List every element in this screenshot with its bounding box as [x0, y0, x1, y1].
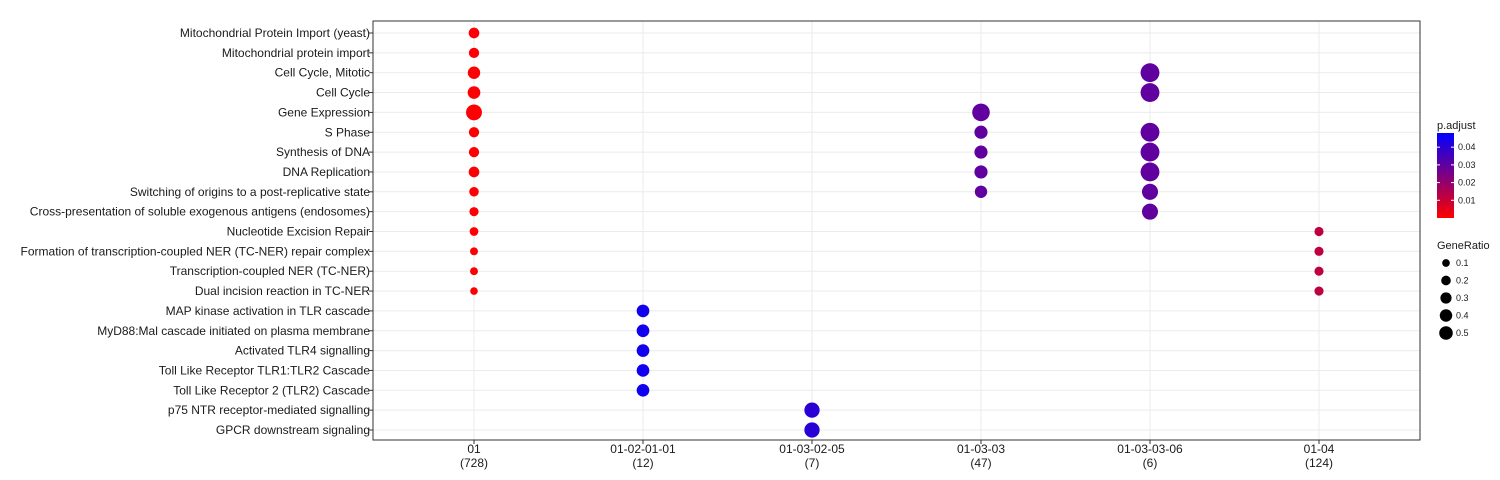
x-tick-label: 01-03-03-06 — [1117, 442, 1183, 456]
size-legend-title: GeneRatio — [1437, 240, 1490, 252]
size-legend-label: 0.3 — [1456, 293, 1469, 303]
y-axis-labels: Mitochondrial Protein Import (yeast) Mito… — [21, 26, 373, 437]
plot-panel-border — [372, 20, 1421, 441]
data-point — [468, 27, 480, 39]
size-legend-label: 0.5 — [1456, 328, 1469, 338]
y-tick-label: Cell Cycle — [316, 86, 370, 100]
x-tick-count-label: (12) — [632, 456, 653, 470]
data-point — [469, 187, 479, 197]
y-tick-label: Gene Expression — [278, 105, 370, 119]
y-tick-label: Formation of transcription-coupled NER (… — [21, 244, 370, 258]
x-tick-count-label: (7) — [805, 456, 820, 470]
y-tick-label: Transcription-coupled NER (TC-NER) — [170, 264, 370, 278]
data-point — [974, 185, 988, 198]
data-point — [468, 146, 480, 158]
x-tick-count-label: (728) — [460, 456, 488, 470]
x-tick-count-label: (47) — [970, 456, 991, 470]
y-tick-label: S Phase — [325, 125, 371, 139]
data-point — [636, 304, 650, 318]
size-legend-dot — [1441, 275, 1451, 286]
data-point — [468, 166, 480, 178]
x-tick-label: 01-04 — [1304, 442, 1335, 456]
size-legend-label: 0.4 — [1456, 311, 1469, 321]
data-point — [1140, 63, 1160, 83]
data-point — [1140, 83, 1160, 102]
data-point — [1141, 203, 1159, 220]
data-point — [804, 422, 820, 438]
data-point — [469, 207, 479, 217]
data-point — [1314, 286, 1324, 296]
x-axis-labels: 01(728) 01-02-01-01(12) 01-03-02-05(7) 01-0… — [460, 440, 1335, 470]
color-legend-tick-label: 0.04 — [1458, 142, 1476, 152]
y-tick-label: GPCR downstream signaling — [216, 423, 370, 437]
data-point — [468, 47, 480, 58]
data-point — [470, 247, 478, 256]
x-tick-count-label: (6) — [1143, 456, 1158, 470]
size-legend-dot — [1442, 259, 1450, 267]
data-point — [468, 127, 480, 138]
size-legend-dot — [1440, 292, 1452, 304]
data-point — [974, 125, 988, 139]
data-point — [470, 267, 478, 276]
size-legend-dot — [1439, 309, 1453, 322]
x-tick-count-label: (124) — [1305, 456, 1333, 470]
y-tick-label: Activated TLR4 signalling — [235, 344, 370, 358]
y-tick-label: Mitochondrial protein import — [222, 46, 371, 60]
color-legend-tick-label: 0.03 — [1458, 160, 1476, 170]
color-legend-bar — [1437, 133, 1454, 218]
color-legend-tick-label: 0.01 — [1458, 195, 1476, 205]
y-tick-label: Toll Like Receptor TLR1:TLR2 Cascade — [159, 363, 371, 377]
color-legend-tick-label: 0.02 — [1458, 178, 1476, 188]
data-point — [466, 104, 482, 121]
data-point — [972, 103, 990, 122]
y-tick-label: Cross-presentation of soluble exogenous … — [30, 205, 370, 219]
data-point — [974, 165, 988, 179]
y-tick-label: Synthesis of DNA — [276, 145, 370, 159]
y-tick-label: Toll Like Receptor 2 (TLR2) Cascade — [173, 383, 370, 397]
y-tick-label: Nucleotide Excision Repair — [227, 225, 370, 239]
data-point — [1140, 142, 1160, 162]
y-tick-label: DNA Replication — [283, 165, 370, 179]
data-point — [1314, 226, 1324, 237]
data-point — [636, 364, 650, 377]
size-legend-label: 0.2 — [1456, 276, 1469, 286]
y-tick-label: Cell Cycle, Mitotic — [275, 66, 370, 80]
data-point — [1314, 246, 1324, 256]
y-tick-label: MAP kinase activation in TLR cascade — [166, 304, 371, 318]
y-tick-label: MyD88:Mal cascade initiated on plasma me… — [97, 324, 370, 338]
data-point — [1140, 122, 1160, 142]
x-tick-label: 01-02-01-01 — [610, 442, 676, 456]
y-tick-label: p75 NTR receptor-mediated signalling — [168, 403, 370, 417]
data-point — [470, 287, 478, 295]
color-legend-title: p.adjust — [1437, 120, 1476, 132]
x-tick-label: 01-03-03 — [957, 442, 1005, 456]
x-tick-label: 01 — [467, 442, 481, 456]
size-legend-label: 0.1 — [1456, 258, 1469, 268]
data-point — [636, 383, 650, 397]
data-point — [467, 66, 481, 79]
data-point — [804, 402, 820, 418]
y-tick-label: Mitochondrial Protein Import (yeast) — [180, 26, 370, 40]
data-points — [466, 27, 1324, 438]
grid-lines — [373, 21, 1420, 440]
data-point — [1140, 162, 1160, 182]
data-point — [636, 344, 650, 357]
data-point — [974, 145, 988, 159]
y-tick-label: Dual incision reaction in TC-NER — [195, 284, 371, 298]
size-legend-dot — [1439, 326, 1453, 340]
data-point — [1141, 183, 1159, 200]
data-point — [469, 227, 479, 236]
data-point — [636, 324, 650, 338]
x-tick-label: 01-03-02-05 — [779, 442, 845, 456]
legends: p.adjust 0.04 0.03 0.02 0.01 GeneRatio 0.1 0.2 0… — [1437, 120, 1490, 340]
data-point — [467, 86, 481, 99]
y-tick-label: Switching of origins to a post-replicati… — [130, 185, 370, 199]
data-point — [1314, 266, 1324, 276]
